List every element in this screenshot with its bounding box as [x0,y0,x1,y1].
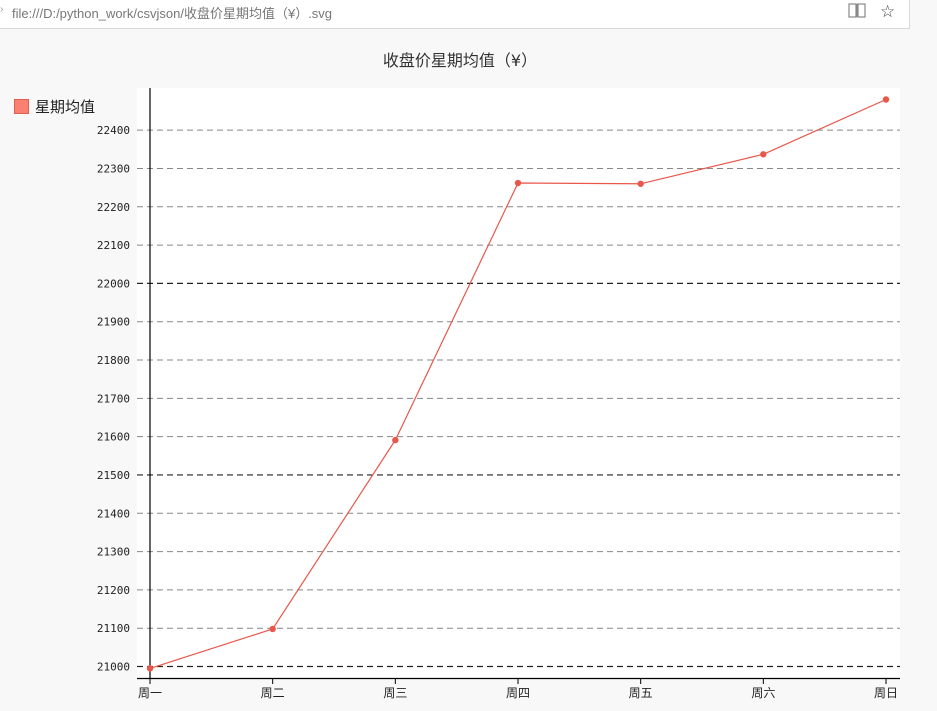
x-tick-label: 周六 [751,686,775,700]
series-layer [146,96,890,672]
x-tick-label: 周三 [383,686,407,700]
address-bar[interactable]: › file:///D:/python_work/csvjson/收盘价星期均值… [0,0,910,29]
star-icon[interactable]: ☆ [880,2,896,22]
data-point[interactable] [146,665,154,672]
legend-label: 星期均值 [35,97,96,116]
y-tick-label: 21200 [97,584,130,597]
data-point[interactable] [269,625,276,633]
y-tick-label: 21500 [97,469,130,482]
x-tick-label: 周二 [261,686,285,700]
y-tick-label: 21300 [97,546,130,559]
y-tick-label: 21000 [97,661,130,674]
y-tick-label: 21800 [97,354,130,367]
data-point[interactable] [882,96,890,103]
x-tick-label: 周日 [874,686,898,700]
y-tick-label: 22400 [97,124,130,137]
y-tick-label: 21100 [97,622,130,635]
y-tick-label: 22300 [97,162,130,175]
x-tick-label: 周四 [506,686,530,700]
y-tick-label: 21400 [97,507,130,520]
url-text[interactable]: file:///D:/python_work/csvjson/收盘价星期均值（¥… [12,6,333,21]
data-point[interactable] [514,179,522,187]
y-tick-label: 22200 [97,201,130,214]
plot-background [137,88,900,678]
y-tick-labels: 21000 21100 21200 21300 21400 21500 21600 21700… [97,124,130,673]
grid-lines [137,129,900,668]
x-tick-labels: 周一 周二 周三 周四 周五 周六 周日 [138,679,898,700]
book-icon[interactable] [848,3,866,24]
url-edge-marker: › [0,4,4,15]
legend[interactable]: 星期均值 [14,96,95,116]
y-tick-label: 22000 [97,277,130,290]
data-point[interactable] [392,436,399,444]
data-point[interactable] [637,180,644,187]
data-point[interactable] [760,151,767,158]
y-tick-label: 21600 [97,431,130,444]
y-tick-label: 21700 [97,392,130,405]
x-tick-label: 周五 [629,686,653,700]
y-tick-label: 22100 [97,239,130,252]
x-tick-label: 周一 [138,686,162,700]
y-tick-label: 21900 [97,316,130,329]
chart-title: 收盘价星期均值（¥） [382,51,538,70]
legend-swatch [14,98,29,114]
axes [137,88,900,680]
